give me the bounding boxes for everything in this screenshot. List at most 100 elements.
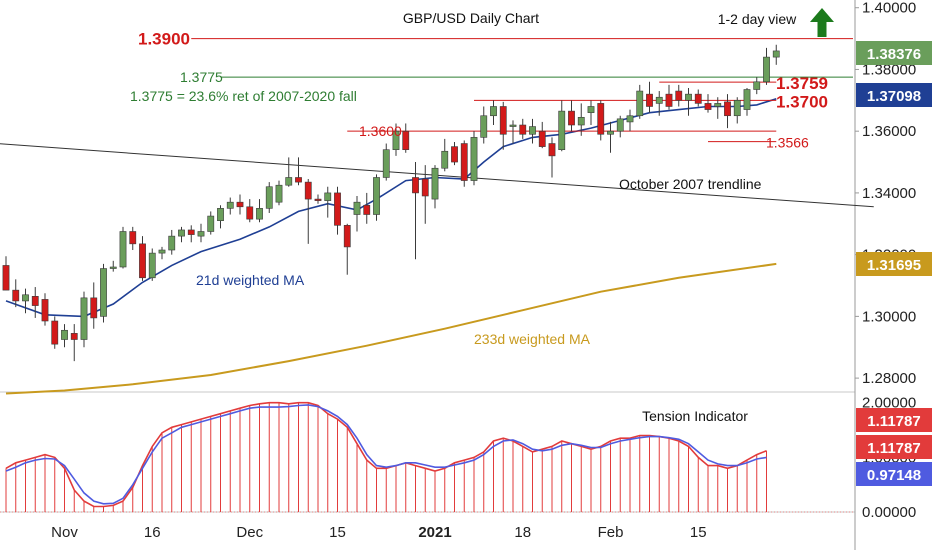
- ma233-line[interactable]: [5, 262, 777, 395]
- candle-body[interactable]: [80, 297, 88, 340]
- level-label: 1.3900: [138, 30, 190, 49]
- candle-body[interactable]: [41, 299, 49, 322]
- view-label: 1-2 day view: [718, 11, 797, 27]
- candle-body[interactable]: [724, 101, 731, 117]
- candle-body[interactable]: [626, 115, 634, 123]
- candle-body[interactable]: [158, 249, 166, 254]
- candle-body[interactable]: [392, 130, 400, 151]
- candle-body[interactable]: [519, 124, 527, 135]
- tension-signal-line[interactable]: [5, 404, 767, 505]
- candle-body[interactable]: [90, 297, 98, 319]
- axis-layer: 1.280001.300001.320001.340001.360001.380…: [51, 0, 932, 541]
- level-label: 1.3759: [776, 74, 828, 93]
- candle-body[interactable]: [636, 90, 644, 117]
- candle-body[interactable]: [285, 177, 293, 186]
- candle-body[interactable]: [51, 320, 59, 345]
- candle-body[interactable]: [343, 225, 351, 248]
- candle-body[interactable]: [246, 206, 254, 220]
- candle-body[interactable]: [226, 201, 234, 209]
- candle-body[interactable]: [655, 96, 663, 104]
- candle-body[interactable]: [22, 294, 29, 302]
- candle-body[interactable]: [441, 150, 449, 169]
- candle-body[interactable]: [675, 90, 683, 101]
- candle-body[interactable]: [451, 146, 458, 163]
- candle-body[interactable]: [70, 333, 78, 340]
- candle-body[interactable]: [207, 215, 215, 232]
- candle-body[interactable]: [275, 184, 283, 203]
- candle-body[interactable]: [217, 208, 224, 221]
- candle-body[interactable]: [324, 192, 332, 201]
- candle-body[interactable]: [558, 110, 566, 151]
- candle-body[interactable]: [187, 229, 195, 235]
- candle-body[interactable]: [100, 268, 107, 317]
- candle-body[interactable]: [587, 106, 595, 113]
- candle-body[interactable]: [499, 106, 507, 135]
- candle-body[interactable]: [139, 243, 146, 279]
- candle-body[interactable]: [363, 204, 371, 215]
- candle-body[interactable]: [265, 186, 273, 209]
- candle-body[interactable]: [314, 198, 322, 201]
- candle-body[interactable]: [704, 103, 712, 110]
- candle-body[interactable]: [607, 130, 614, 135]
- candle-body[interactable]: [694, 93, 702, 104]
- candle-body[interactable]: [61, 329, 68, 340]
- candle-body[interactable]: [431, 167, 439, 200]
- candle-body[interactable]: [197, 231, 205, 237]
- candle-body[interactable]: [743, 89, 751, 110]
- candle-body[interactable]: [412, 177, 419, 194]
- candle-body[interactable]: [529, 126, 536, 135]
- candle-body[interactable]: [753, 81, 761, 90]
- candle-body[interactable]: [646, 93, 653, 107]
- candle-body[interactable]: [509, 124, 517, 127]
- candle-body[interactable]: [490, 106, 497, 117]
- candle-body[interactable]: [148, 252, 156, 279]
- price-tick-label: 1.30000: [862, 308, 916, 325]
- candle-body[interactable]: [616, 118, 624, 132]
- candle-body[interactable]: [714, 103, 722, 107]
- level-label: 1.3566: [766, 135, 809, 151]
- candle-body[interactable]: [119, 231, 127, 268]
- indicator-badge-2-text: 1.11787: [867, 440, 920, 457]
- candle-body[interactable]: [256, 208, 263, 220]
- ma21-badge-text: 1.37098: [867, 88, 921, 105]
- candle-body[interactable]: [129, 231, 137, 245]
- candle-body[interactable]: [597, 103, 605, 135]
- candle-body[interactable]: [31, 296, 39, 306]
- candle-body[interactable]: [334, 192, 341, 226]
- candle-body[interactable]: [733, 100, 741, 117]
- candle-body[interactable]: [460, 143, 468, 181]
- candle-body[interactable]: [538, 130, 546, 147]
- candle-body[interactable]: [568, 110, 575, 126]
- candle-body[interactable]: [168, 235, 176, 251]
- candle-body[interactable]: [178, 229, 185, 237]
- price-tick-label: 1.34000: [862, 185, 916, 202]
- ma233-badge: 1.31695: [856, 252, 932, 276]
- candle-body[interactable]: [2, 265, 10, 291]
- candle-body[interactable]: [373, 177, 380, 215]
- candle-body[interactable]: [353, 201, 361, 215]
- indicator-badge-3: 0.97148: [856, 462, 932, 486]
- candle-body[interactable]: [402, 130, 410, 151]
- candle-body[interactable]: [763, 56, 770, 83]
- time-tick-label: 2021: [418, 524, 451, 541]
- indicator-badge-3-bg: [856, 462, 932, 486]
- candle-body[interactable]: [382, 149, 390, 178]
- price-tick-label: 1.28000: [862, 370, 916, 387]
- candle-body[interactable]: [295, 177, 302, 183]
- candle-body[interactable]: [480, 115, 488, 138]
- candle-body[interactable]: [304, 181, 312, 200]
- candle-body[interactable]: [772, 50, 780, 58]
- candle-body[interactable]: [685, 93, 692, 101]
- candle-body[interactable]: [12, 289, 20, 302]
- candle-body[interactable]: [577, 116, 585, 126]
- candle-body[interactable]: [236, 201, 244, 208]
- candle-body[interactable]: [665, 93, 673, 107]
- candle-body[interactable]: [109, 266, 117, 269]
- ma233-badge-text: 1.31695: [867, 257, 921, 274]
- ma21-line[interactable]: [5, 98, 777, 318]
- candle-body[interactable]: [421, 178, 429, 197]
- candle-body[interactable]: [470, 137, 478, 181]
- candle-body[interactable]: [548, 143, 556, 157]
